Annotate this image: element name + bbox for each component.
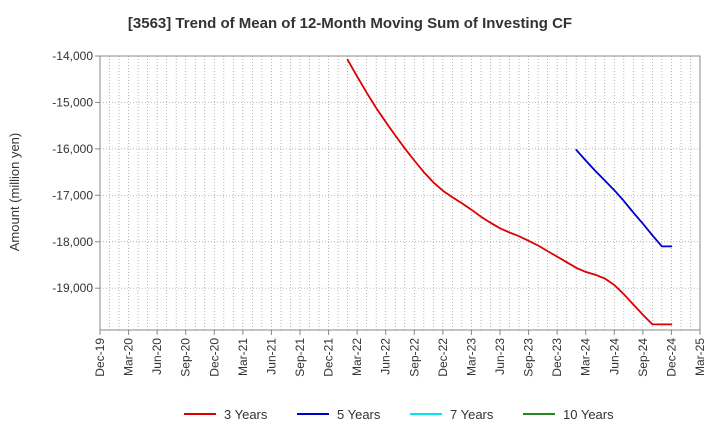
x-tick-label: Mar-20 xyxy=(122,338,136,376)
x-tick-label: Sep-23 xyxy=(522,338,536,377)
x-tick-label: Jun-20 xyxy=(150,338,164,375)
x-tick-label: Dec-23 xyxy=(550,338,564,377)
x-tick-label: Mar-23 xyxy=(464,338,478,376)
x-tick-label: Jun-24 xyxy=(607,338,621,375)
x-tick-label: Dec-24 xyxy=(664,338,678,377)
series-line-2 xyxy=(575,148,673,248)
x-tick-label: Dec-21 xyxy=(322,338,336,377)
x-tick-label: Sep-20 xyxy=(179,338,193,377)
legend-label: 10 Years xyxy=(563,407,614,422)
y-tick-label: -16,000 xyxy=(52,142,93,156)
y-axis-label: Amount (million yen) xyxy=(7,133,22,252)
x-tick-label: Mar-22 xyxy=(350,338,364,376)
y-tick-label: -19,000 xyxy=(52,281,93,295)
x-tick-label: Mar-21 xyxy=(236,338,250,376)
x-tick-label: Sep-24 xyxy=(636,338,650,377)
y-tick-label: -18,000 xyxy=(52,235,93,249)
legend: 3 Years 5 Years 7 Years 10 Years xyxy=(184,407,614,422)
chart-title: [3563] Trend of Mean of 12-Month Moving … xyxy=(128,15,572,32)
y-tick-label: -17,000 xyxy=(52,188,93,202)
grid xyxy=(100,55,700,330)
x-tick-label: Mar-25 xyxy=(693,338,707,376)
x-axis-ticks: Dec-19 Mar-20 Jun-20 Sep-20 Dec-20 Mar-21 Jun-… xyxy=(93,330,707,377)
x-tick-label: Sep-21 xyxy=(293,338,307,377)
x-tick-label: Jun-23 xyxy=(493,338,507,375)
x-tick-label: Jun-22 xyxy=(379,338,393,375)
x-tick-label: Dec-19 xyxy=(93,338,107,377)
x-tick-label: Jun-21 xyxy=(264,338,278,375)
x-tick-label: Sep-22 xyxy=(407,338,421,377)
x-tick-label: Mar-24 xyxy=(579,338,593,376)
plot-area-frame xyxy=(99,55,701,331)
y-tick-label: -14,000 xyxy=(52,49,93,63)
series-line-1 xyxy=(346,58,673,326)
legend-label: 5 Years xyxy=(337,407,381,422)
x-tick-label: Dec-20 xyxy=(207,338,221,377)
y-tick-label: -15,000 xyxy=(52,95,93,109)
y-axis-ticks: -14,000 -15,000 -16,000 -17,000 -18,000 -19,0… xyxy=(52,49,100,295)
x-tick-label: Dec-22 xyxy=(436,338,450,377)
legend-label: 3 Years xyxy=(224,407,268,422)
series-lines xyxy=(346,58,673,326)
legend-label: 7 Years xyxy=(450,407,494,422)
